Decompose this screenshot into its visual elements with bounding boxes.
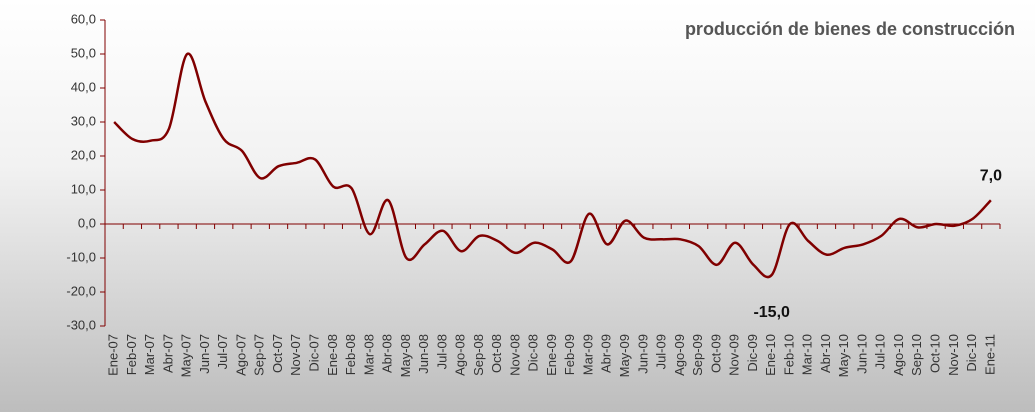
- x-tick-label: Ene-07: [106, 334, 121, 376]
- y-tick-label: 30,0: [71, 113, 96, 128]
- x-tick-label: Jun-07: [197, 334, 212, 374]
- x-tick-label: Jul-08: [434, 334, 449, 369]
- x-tick-label: Dic-07: [306, 334, 321, 372]
- x-tick-label: Abr-09: [599, 334, 614, 373]
- x-tick-label: Dic-10: [964, 334, 979, 372]
- x-tick-label: Jun-09: [635, 334, 650, 374]
- x-tick-label: May-09: [617, 334, 632, 377]
- x-tick-label: Oct-09: [708, 334, 723, 373]
- data-label: -15,0: [753, 304, 790, 321]
- y-tick-label: 0,0: [78, 215, 96, 230]
- x-tick-label: Jun-08: [416, 334, 431, 374]
- x-tick-label: Ago-09: [672, 334, 687, 376]
- x-tick-label: Abr-08: [380, 334, 395, 373]
- x-tick-label: May-10: [836, 334, 851, 377]
- x-tick-label: Mar-07: [142, 334, 157, 375]
- x-tick-label: Oct-07: [270, 334, 285, 373]
- x-tick-label: Oct-08: [489, 334, 504, 373]
- x-tick-label: Oct-10: [928, 334, 943, 373]
- x-tick-label: Mar-10: [800, 334, 815, 375]
- x-tick-label: May-07: [179, 334, 194, 377]
- x-tick-label: Nov-09: [727, 334, 742, 376]
- x-tick-label: Dic-09: [745, 334, 760, 372]
- y-tick-label: 40,0: [71, 79, 96, 94]
- x-tick-label: Feb-08: [343, 334, 358, 375]
- y-tick-label: 50,0: [71, 45, 96, 60]
- x-tick-label: Ene-10: [763, 334, 778, 376]
- y-tick-label: 10,0: [71, 181, 96, 196]
- x-tick-label: Sep-08: [471, 334, 486, 376]
- x-tick-label: Jul-07: [215, 334, 230, 369]
- x-tick-label: Nov-10: [946, 334, 961, 376]
- x-tick-label: Dic-08: [526, 334, 541, 372]
- x-tick-label: Mar-09: [580, 334, 595, 375]
- x-tick-label: Ene-09: [544, 334, 559, 376]
- data-label: 7,0: [980, 167, 1002, 184]
- line: [113, 52, 992, 279]
- x-tick-label: Feb-09: [562, 334, 577, 375]
- x-tick-label: May-08: [398, 334, 413, 377]
- x-tick-label: Ago-08: [453, 334, 468, 376]
- x-tick-label: Nov-08: [507, 334, 522, 376]
- x-tick-label: Jul-09: [654, 334, 669, 369]
- x-tick-label: Nov-07: [288, 334, 303, 376]
- y-tick-label: 20,0: [71, 147, 96, 162]
- x-tick-label: Sep-10: [909, 334, 924, 376]
- x-tick-label: Sep-07: [252, 334, 267, 376]
- y-tick-label: -10,0: [66, 249, 96, 264]
- x-tick-label: Ago-10: [891, 334, 906, 376]
- x-tick-label: Ene-08: [325, 334, 340, 376]
- x-tick-label: Feb-07: [124, 334, 139, 375]
- chart-title: producción de bienes de construcción: [685, 19, 1015, 39]
- x-tick-label: Ago-07: [233, 334, 248, 376]
- x-tick-label: Jul-10: [873, 334, 888, 369]
- y-tick-label: -30,0: [66, 317, 96, 332]
- y-tick-label: 60,0: [71, 11, 96, 26]
- y-tick-label: -20,0: [66, 283, 96, 298]
- x-tick-label: Sep-09: [690, 334, 705, 376]
- x-tick-label: Jun-10: [854, 334, 869, 374]
- x-tick-label: Mar-08: [361, 334, 376, 375]
- x-tick-label: Abr-10: [818, 334, 833, 373]
- x-tick-label: Abr-07: [160, 334, 175, 373]
- x-tick-label: Ene-11: [982, 334, 997, 375]
- x-tick-label: Feb-10: [781, 334, 796, 375]
